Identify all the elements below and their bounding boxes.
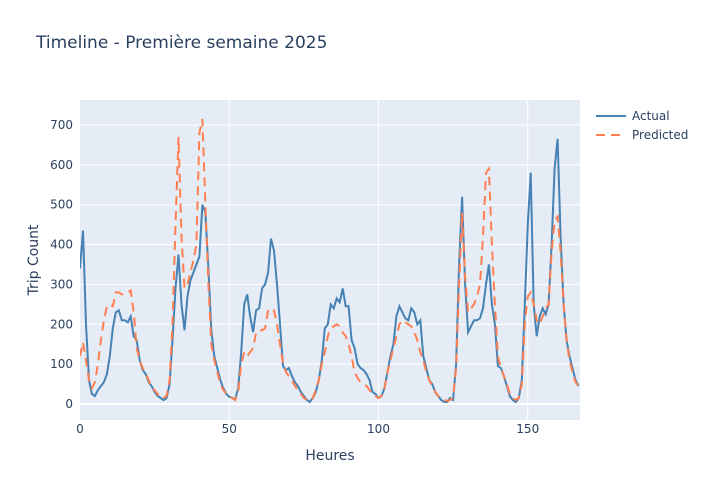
gridlines	[80, 100, 580, 420]
series-actual-line	[80, 138, 580, 404]
legend-item-actual[interactable]: Actual	[596, 106, 688, 125]
svg-text:100: 100	[50, 357, 73, 371]
legend-label: Predicted	[632, 127, 689, 142]
series-predicted-line	[80, 118, 580, 402]
dashed-line-icon	[596, 133, 626, 136]
svg-text:600: 600	[50, 158, 73, 172]
svg-text:200: 200	[50, 317, 73, 331]
solid-line-icon	[596, 114, 626, 117]
x-axis-ticks: 0 50 100 150	[76, 422, 539, 436]
plot-area	[80, 100, 580, 420]
svg-text:0: 0	[76, 422, 84, 436]
svg-text:0: 0	[65, 397, 73, 411]
legend-item-predicted[interactable]: Predicted	[596, 125, 688, 144]
y-axis-ticks: 0 100 200 300 400 500 600 700	[50, 118, 73, 411]
legend: Actual Predicted	[596, 106, 688, 144]
y-axis-title: Trip Count	[26, 224, 42, 297]
svg-text:700: 700	[50, 118, 73, 132]
legend-label: Actual	[632, 108, 670, 123]
x-axis-title: Heures	[305, 448, 354, 464]
svg-text:150: 150	[516, 422, 539, 436]
chart-title: Timeline - Première semaine 2025	[36, 33, 328, 53]
svg-text:400: 400	[50, 238, 73, 252]
svg-text:300: 300	[50, 277, 73, 291]
svg-text:50: 50	[222, 422, 237, 436]
svg-text:100: 100	[367, 422, 390, 436]
svg-text:500: 500	[50, 198, 73, 212]
